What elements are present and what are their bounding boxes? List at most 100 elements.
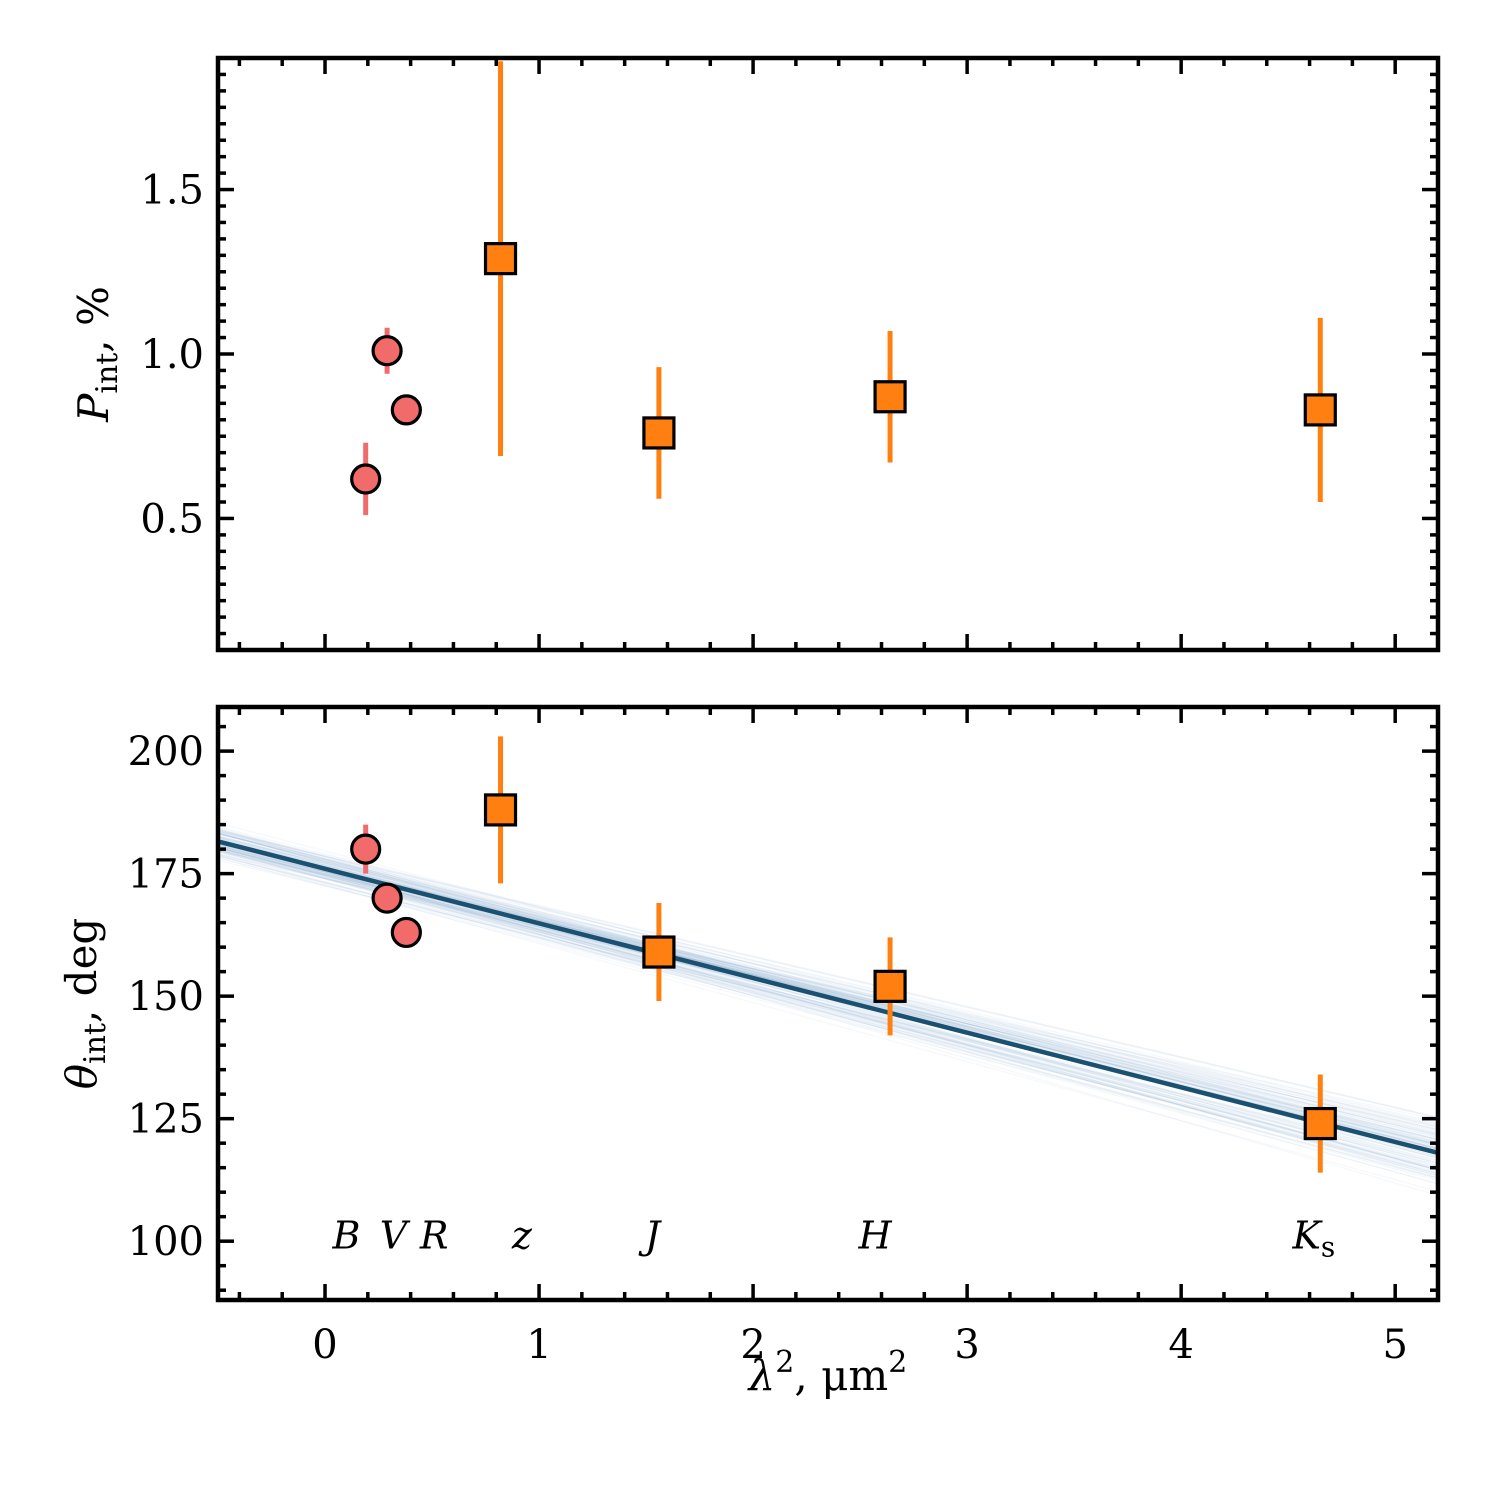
band-label-j: J [638, 1213, 662, 1257]
fit-sample-line [218, 842, 1438, 1171]
y-axis-label: θint, deg [57, 918, 113, 1090]
fit-sample-line [218, 834, 1438, 1171]
fit-sample-line [218, 832, 1438, 1133]
fit-sample-line [218, 840, 1438, 1185]
y-tick-label: 200 [128, 729, 204, 775]
fit-sample-line [218, 830, 1438, 1160]
near-infrared-point [873, 969, 907, 1003]
x-axis-superscript: 2 [775, 1345, 794, 1380]
fit-sample-line [218, 851, 1438, 1168]
x-tick-label: 3 [954, 1322, 979, 1368]
fit-sample-line [218, 839, 1438, 1135]
fit-sample-line [218, 839, 1438, 1144]
fit-sample-line [218, 845, 1438, 1182]
fit-sample-line [218, 837, 1438, 1125]
optical-point [350, 833, 382, 865]
fit-sample-line [218, 839, 1438, 1148]
band-label-ks: Ks [1291, 1213, 1335, 1263]
fit-sample-line [218, 853, 1438, 1173]
fit-sample-line [218, 847, 1438, 1162]
plot-area [218, 736, 1438, 1197]
fit-sample-line [218, 849, 1438, 1166]
fit-sample-line [218, 833, 1438, 1137]
band-label-letter: V [380, 1213, 411, 1257]
fit-sample-line [218, 857, 1438, 1179]
fit-sample-line [218, 836, 1438, 1139]
optical-point [390, 394, 422, 426]
fit-sample-line [218, 830, 1438, 1119]
y-axis-label: Pint, % [69, 286, 125, 423]
band-label-subscript: s [1321, 1230, 1335, 1263]
near-infrared-point [642, 935, 676, 969]
band-label-letter: z [511, 1213, 533, 1257]
fit-sample-line [218, 836, 1438, 1137]
fit-sample-line [218, 855, 1438, 1159]
near-infrared-point [1303, 1106, 1337, 1141]
fit-sample-line [218, 832, 1438, 1150]
fit-sample-line [218, 836, 1438, 1145]
fit-sample-line [218, 855, 1438, 1165]
near-infrared-point [873, 380, 907, 414]
fit-sample-line [218, 846, 1438, 1180]
fit-sample-line [218, 842, 1438, 1177]
y-tick-label: 1.0 [140, 332, 204, 378]
fit-sample-line [218, 846, 1438, 1170]
x-tick-label: 1 [526, 1322, 551, 1368]
x-axis-unit: , μm [794, 1351, 888, 1400]
y-tick-label: 175 [128, 852, 204, 898]
fit-sample-line [218, 822, 1438, 1145]
x-axis-symbol: λ [747, 1351, 776, 1400]
near-infrared-point [1303, 393, 1337, 427]
x-axis-unit-superscript: 2 [888, 1345, 907, 1380]
fit-sample-line [218, 841, 1438, 1175]
fit-sample-line [218, 846, 1438, 1164]
fit-sample-line [218, 837, 1438, 1146]
fit-sample-line [218, 844, 1438, 1177]
optical-point [350, 463, 382, 495]
fit-sample-line [218, 829, 1438, 1128]
fit-sample-line [218, 844, 1438, 1169]
top-panel-polarization-degree: 0.5 1.0 1.5 Pint, % [69, 55, 1441, 653]
x-tick-label: 2 [740, 1322, 765, 1368]
fit-sample-line [218, 830, 1438, 1119]
fit-sample-line [218, 842, 1438, 1132]
y-axis-unit: , deg [57, 918, 106, 1023]
fit-sample-line [218, 828, 1438, 1143]
fit-posterior-bundle [218, 822, 1438, 1197]
fit-sample-line [218, 832, 1438, 1124]
optical-point [371, 882, 403, 914]
fit-sample-line [218, 835, 1438, 1143]
optical-point [390, 916, 422, 949]
fit-sample-line [218, 829, 1438, 1118]
fit-sample-line [218, 853, 1438, 1131]
axes-frame [215, 55, 1441, 653]
fit-sample-line [218, 839, 1438, 1146]
fit-sample-line [218, 835, 1438, 1127]
y-tick-label: 1.5 [140, 168, 204, 214]
fit-sample-line [218, 842, 1438, 1174]
x-axis-label: λ2, μm2 [747, 1345, 908, 1400]
fit-sample-line [218, 848, 1438, 1185]
fit-sample-line [218, 839, 1438, 1140]
fit-sample-line [218, 850, 1438, 1159]
y-axis-symbol: θ [57, 1064, 106, 1089]
fit-sample-line [218, 832, 1438, 1167]
band-label-letter: B [331, 1213, 360, 1257]
fit-sample-line [218, 830, 1438, 1150]
fit-sample-line [218, 842, 1438, 1128]
fit-sample-line [218, 851, 1438, 1159]
fit-sample-line [218, 849, 1438, 1131]
fit-sample-line [218, 832, 1438, 1150]
fit-sample-line [218, 846, 1438, 1170]
fit-sample-line [218, 833, 1438, 1144]
y-axis-subscript: int [90, 353, 125, 394]
fit-sample-line [218, 832, 1438, 1131]
fit-sample-line [218, 826, 1438, 1134]
fit-sample-line [218, 830, 1438, 1146]
axes-frame [215, 704, 1441, 1303]
near-infrared-point [483, 793, 518, 827]
x-tick-label: 0 [312, 1322, 337, 1368]
x-tick-label: 4 [1168, 1322, 1193, 1368]
